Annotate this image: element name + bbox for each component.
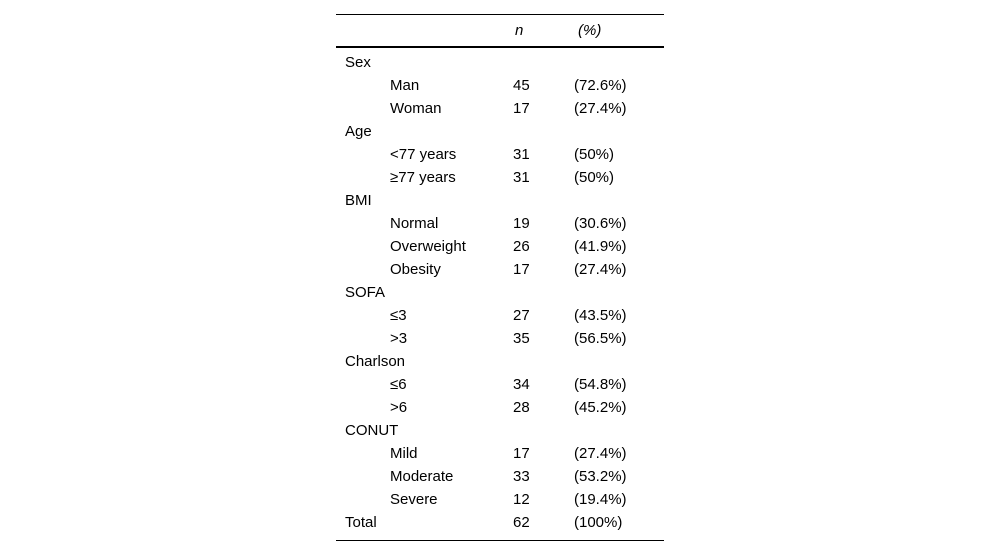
- row-n: 19: [513, 215, 530, 232]
- table-row-charlson-le6: ≤6 34 (54.8%): [336, 373, 664, 396]
- row-pct: (43.5%): [574, 307, 627, 324]
- table-row-age: Age: [336, 120, 664, 143]
- row-n: 35: [513, 330, 530, 347]
- table-bottom-rule: [336, 540, 664, 541]
- row-label: BMI: [345, 192, 372, 209]
- summary-table: n (%) Sex Man 45 (72.6%) Woman 17 (27.4%…: [336, 14, 664, 541]
- row-label: Mild: [390, 445, 418, 462]
- row-n: 17: [513, 445, 530, 462]
- table-row-charlson: Charlson: [336, 350, 664, 373]
- row-pct: (19.4%): [574, 491, 627, 508]
- table-row-sex: Sex: [336, 51, 664, 74]
- table-top-rule: [336, 14, 664, 15]
- row-label: <77 years: [390, 146, 457, 163]
- table-row-bmi-overweight: Overweight 26 (41.9%): [336, 235, 664, 258]
- table-row-conut-moderate: Moderate 33 (53.2%): [336, 465, 664, 488]
- row-n: 31: [513, 169, 530, 186]
- row-label: Charlson: [345, 353, 406, 370]
- table-row-conut-mild: Mild 17 (27.4%): [336, 442, 664, 465]
- row-label: >3: [390, 330, 408, 347]
- row-n: 26: [513, 238, 530, 255]
- table-row-bmi: BMI: [336, 189, 664, 212]
- row-n: 27: [513, 307, 530, 324]
- row-label: ≥77 years: [390, 169, 456, 186]
- table-header-row: n (%): [336, 15, 664, 46]
- row-label: Normal: [390, 215, 439, 232]
- row-pct: (100%): [574, 514, 623, 531]
- row-pct: (30.6%): [574, 215, 627, 232]
- row-label: Severe: [390, 491, 438, 508]
- table-header-rule: [336, 46, 664, 48]
- row-label: CONUT: [345, 422, 399, 439]
- row-label: ≤3: [390, 307, 407, 324]
- row-n: 45: [513, 77, 530, 94]
- table-row-sofa-gt3: >3 35 (56.5%): [336, 327, 664, 350]
- table-row-total: Total 62 (100%): [336, 511, 664, 534]
- row-pct: (27.4%): [574, 100, 627, 117]
- row-label: Total: [345, 514, 377, 531]
- table-row-age-ge77: ≥77 years 31 (50%): [336, 166, 664, 189]
- row-n: 33: [513, 468, 530, 485]
- table-row-man: Man 45 (72.6%): [336, 74, 664, 97]
- row-label: ≤6: [390, 376, 407, 393]
- row-label: Woman: [390, 100, 442, 117]
- row-pct: (54.8%): [574, 376, 627, 393]
- table-row-age-lt77: <77 years 31 (50%): [336, 143, 664, 166]
- row-pct: (27.4%): [574, 445, 627, 462]
- row-pct: (56.5%): [574, 330, 627, 347]
- row-n: 28: [513, 399, 530, 416]
- table-row-conut: CONUT: [336, 419, 664, 442]
- row-n: 17: [513, 261, 530, 278]
- row-label: >6: [390, 399, 408, 416]
- row-n: 31: [513, 146, 530, 163]
- row-n: 17: [513, 100, 530, 117]
- row-label: Age: [345, 123, 372, 140]
- table-row-charlson-gt6: >6 28 (45.2%): [336, 396, 664, 419]
- row-pct: (41.9%): [574, 238, 627, 255]
- table-row-bmi-normal: Normal 19 (30.6%): [336, 212, 664, 235]
- row-label: Sex: [345, 54, 371, 71]
- row-n: 12: [513, 491, 530, 508]
- row-label: Moderate: [390, 468, 454, 485]
- row-pct: (53.2%): [574, 468, 627, 485]
- row-n: 62: [513, 514, 530, 531]
- row-label: Overweight: [390, 238, 466, 255]
- table-row-sofa-le3: ≤3 27 (43.5%): [336, 304, 664, 327]
- row-pct: (50%): [574, 169, 615, 186]
- table-row-bmi-obesity: Obesity 17 (27.4%): [336, 258, 664, 281]
- row-label: SOFA: [345, 284, 386, 301]
- table-row-woman: Woman 17 (27.4%): [336, 97, 664, 120]
- row-label: Man: [390, 77, 420, 94]
- table-row-sofa: SOFA: [336, 281, 664, 304]
- table-body: Sex Man 45 (72.6%) Woman 17 (27.4%) Age …: [336, 48, 664, 540]
- row-pct: (50%): [574, 146, 615, 163]
- table-row-conut-severe: Severe 12 (19.4%): [336, 488, 664, 511]
- row-pct: (45.2%): [574, 399, 627, 416]
- row-n: 34: [513, 376, 530, 393]
- row-pct: (72.6%): [574, 77, 627, 94]
- row-pct: (27.4%): [574, 261, 627, 278]
- header-percent: (%): [578, 22, 602, 39]
- header-n: n: [515, 22, 524, 39]
- row-label: Obesity: [390, 261, 441, 278]
